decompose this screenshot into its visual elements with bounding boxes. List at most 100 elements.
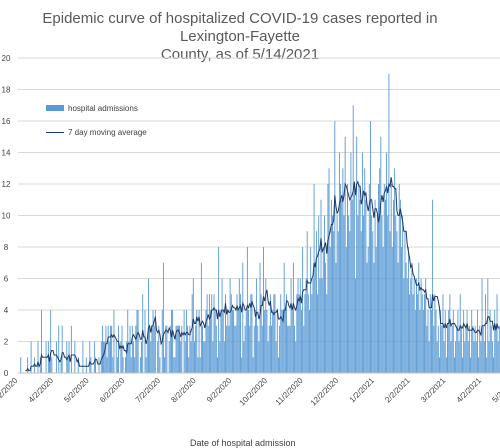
- bar: [187, 325, 189, 373]
- bar: [295, 341, 297, 373]
- bar: [378, 184, 379, 373]
- bar: [494, 310, 496, 373]
- bar: [260, 294, 262, 373]
- bar: [482, 325, 484, 373]
- bar: [61, 325, 63, 373]
- bar: [110, 325, 111, 373]
- bar: [300, 310, 302, 373]
- bar: [411, 262, 413, 373]
- bar: [235, 325, 237, 373]
- bar: [334, 121, 336, 373]
- bar: [360, 231, 362, 373]
- bar: [380, 136, 382, 373]
- bar: [324, 215, 325, 373]
- bar: [135, 325, 137, 373]
- bar: [405, 262, 407, 373]
- bar: [349, 231, 351, 373]
- y-tick-label: 6: [4, 275, 9, 284]
- bar: [254, 310, 256, 373]
- bar: [51, 357, 53, 373]
- bar: [291, 310, 293, 373]
- bar: [197, 357, 199, 373]
- bar: [376, 215, 378, 373]
- bar: [206, 294, 208, 373]
- bar: [382, 247, 384, 373]
- y-tick-label: 2: [4, 338, 9, 347]
- bar: [460, 325, 462, 373]
- bar: [234, 325, 236, 373]
- bar: [191, 294, 193, 373]
- bar: [189, 325, 191, 373]
- bar: [210, 310, 212, 373]
- bar: [353, 184, 355, 373]
- bar: [326, 294, 328, 373]
- bar: [184, 341, 186, 373]
- bar: [176, 325, 178, 373]
- bar: [203, 341, 205, 373]
- bar: [335, 262, 337, 373]
- bar: [253, 325, 255, 373]
- bar: [315, 231, 317, 373]
- bar: [325, 262, 327, 373]
- bar: [243, 341, 245, 373]
- bar: [296, 294, 298, 373]
- bar: [20, 357, 22, 373]
- bar: [246, 247, 248, 373]
- x-tick-label: 7/2/2020: [134, 376, 163, 405]
- bar: [214, 310, 216, 373]
- y-tick-label: 18: [2, 86, 11, 95]
- bar: [30, 341, 32, 373]
- bar: [55, 341, 57, 373]
- bar: [317, 294, 319, 373]
- bar: [344, 136, 346, 373]
- bar: [70, 325, 72, 373]
- bar: [433, 325, 435, 373]
- bar: [245, 310, 247, 373]
- bar: [418, 262, 420, 373]
- bar: [165, 325, 167, 373]
- bar: [371, 215, 373, 373]
- bar: [289, 325, 291, 373]
- bar: [164, 357, 166, 373]
- bar: [464, 341, 466, 373]
- bar: [274, 294, 276, 373]
- bar: [145, 357, 147, 373]
- y-tick-label: 8: [4, 243, 9, 252]
- bar: [217, 357, 218, 373]
- bar: [286, 294, 287, 373]
- bar: [196, 310, 198, 373]
- bar: [322, 247, 324, 373]
- bar: [34, 357, 36, 373]
- bar: [355, 278, 356, 373]
- x-tick-label: 11/2/2020: [274, 376, 305, 407]
- bar: [472, 325, 474, 373]
- bar: [169, 325, 171, 373]
- bar: [111, 325, 113, 373]
- bar: [445, 357, 447, 373]
- bar: [422, 310, 424, 373]
- bar: [435, 310, 437, 373]
- bar: [440, 310, 442, 373]
- bar: [365, 199, 367, 373]
- bar: [320, 199, 322, 373]
- bar: [108, 341, 110, 373]
- bar: [242, 262, 244, 373]
- bar: [299, 278, 301, 373]
- bar: [141, 341, 143, 373]
- bar: [113, 310, 115, 373]
- bar: [105, 325, 107, 373]
- bar: [128, 341, 130, 373]
- bar: [131, 325, 133, 373]
- bar: [248, 310, 249, 373]
- bar: [82, 341, 84, 373]
- bar: [195, 325, 197, 373]
- bar: [292, 262, 294, 373]
- bar: [121, 325, 123, 373]
- bar: [192, 278, 194, 373]
- bar: [363, 215, 365, 373]
- bar: [352, 105, 354, 373]
- bar: [457, 310, 459, 373]
- bar: [233, 310, 235, 373]
- bar: [343, 215, 345, 373]
- bar: [281, 310, 283, 373]
